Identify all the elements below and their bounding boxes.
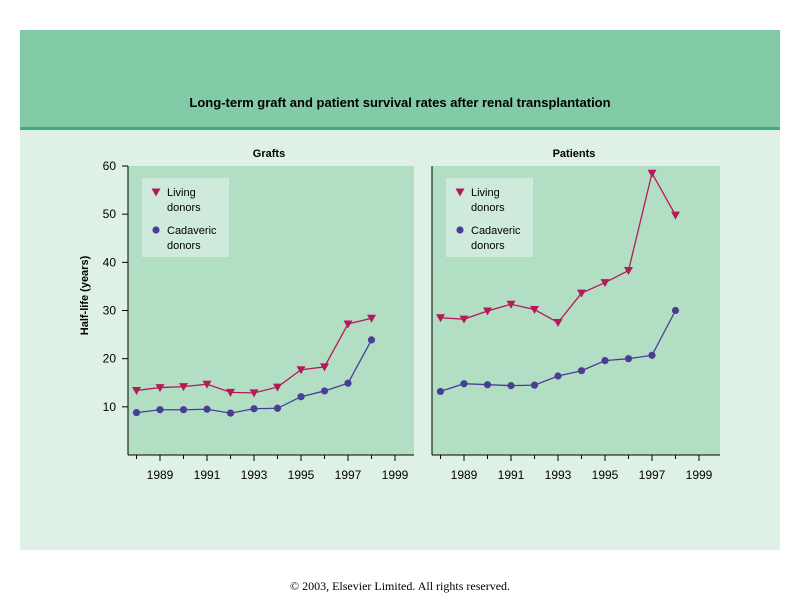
x-tick-label: 1997	[335, 468, 362, 482]
cadaveric-data-point	[648, 351, 656, 359]
cadaveric-data-point	[156, 406, 164, 414]
cadaveric-data-point	[132, 409, 141, 417]
x-tick-label: 1999	[382, 468, 409, 482]
x-tick-label: 1993	[241, 468, 268, 482]
cadaveric-data-point	[297, 393, 305, 401]
living-legend-label: donors	[167, 202, 201, 214]
living-data-point	[506, 300, 516, 309]
figure-header: Long-term graft and patient survival rat…	[20, 30, 780, 130]
grafts-chart: 10 20 30 40 50 60 1989 1991 1993 1995 1997 1999 Graf…	[79, 148, 414, 482]
y-tick-label: 60	[103, 159, 117, 173]
living-data-point	[202, 380, 212, 389]
x-tick-label: 1991	[498, 468, 525, 482]
living-legend-marker	[151, 188, 161, 197]
cadaveric-legend-label: Cadaveric	[167, 225, 217, 237]
living-data-point	[624, 267, 633, 276]
cadaveric-data-point	[460, 380, 468, 388]
living-data-point	[296, 366, 306, 375]
figure-title: Long-term graft and patient survival rat…	[189, 95, 611, 110]
living-legend-label: Living	[471, 187, 500, 199]
living-data-point	[436, 314, 445, 323]
y-tick-label: 50	[103, 207, 117, 221]
x-tick-label: 1995	[592, 468, 619, 482]
cadaveric-data-point	[507, 382, 515, 390]
living-data-point	[483, 307, 492, 316]
cadaveric-data-point	[273, 404, 282, 412]
cadaveric-data-point	[226, 409, 235, 417]
living-legend-label: Living	[167, 187, 196, 199]
living-data-point	[530, 306, 539, 315]
living-data-point	[647, 169, 657, 178]
cadaveric-data-point	[577, 367, 586, 375]
x-tick-label: 1995	[288, 468, 315, 482]
cadaveric-data-point	[554, 372, 562, 380]
living-data-point	[226, 388, 235, 397]
legend: Living donors Cadaveric donors	[142, 178, 229, 257]
cadaveric-data-point	[344, 379, 352, 387]
cadaveric-data-point	[179, 406, 188, 414]
x-tick-label: 1999	[686, 468, 713, 482]
y-tick-label: 20	[103, 352, 117, 366]
cadaveric-data-point	[367, 336, 376, 344]
living-data-point	[132, 386, 141, 395]
living-data-point	[320, 363, 329, 372]
living-legend-label: donors	[471, 202, 505, 214]
cadaveric-data-point	[624, 355, 633, 363]
cadaveric-legend-label: donors	[471, 240, 505, 252]
living-data-point	[367, 314, 376, 323]
cadaveric-data-point	[483, 381, 492, 389]
x-tick-label: 1993	[545, 468, 572, 482]
patients-chart: 1989 1991 1993 1995 1997 1999 Patients Living do…	[431, 148, 720, 482]
x-tick-label: 1989	[147, 468, 174, 482]
living-data-point	[155, 384, 165, 393]
legend: Living donors Cadaveric donors	[446, 178, 533, 257]
living-data-point	[343, 320, 353, 329]
living-data-point	[671, 211, 680, 220]
living-data-point	[577, 289, 586, 298]
cadaveric-data-point	[601, 356, 609, 365]
y-tick-label: 10	[103, 400, 117, 414]
living-data-point	[553, 319, 563, 328]
y-tick-label: 40	[103, 255, 117, 269]
cadaveric-data-point	[320, 387, 329, 395]
x-tick-label: 1997	[639, 468, 666, 482]
cadaveric-legend-label: Cadaveric	[471, 225, 521, 237]
cadaveric-data-point	[530, 381, 539, 389]
copyright-notice: © 2003, Elsevier Limited. All rights res…	[289, 579, 511, 593]
cadaveric-legend-marker	[152, 226, 160, 234]
cadaveric-data-point	[671, 306, 680, 315]
panel-title: Grafts	[253, 148, 285, 160]
living-data-point	[459, 315, 469, 324]
panel-title: Patients	[553, 148, 596, 160]
cadaveric-legend-marker	[456, 226, 464, 234]
x-tick-label: 1989	[451, 468, 478, 482]
x-tick-label: 1991	[194, 468, 221, 482]
cadaveric-data-point	[436, 387, 445, 396]
living-data-point	[600, 279, 610, 288]
y-axis-title: Half-life (years)	[79, 255, 91, 335]
cadaveric-data-point	[203, 405, 211, 413]
living-data-point	[273, 383, 282, 392]
living-data-point	[179, 383, 188, 392]
cadaveric-data-point	[250, 405, 258, 413]
living-data-point	[249, 389, 259, 398]
cadaveric-legend-label: donors	[167, 240, 201, 252]
y-tick-label: 30	[103, 304, 117, 318]
living-legend-marker	[455, 188, 465, 197]
